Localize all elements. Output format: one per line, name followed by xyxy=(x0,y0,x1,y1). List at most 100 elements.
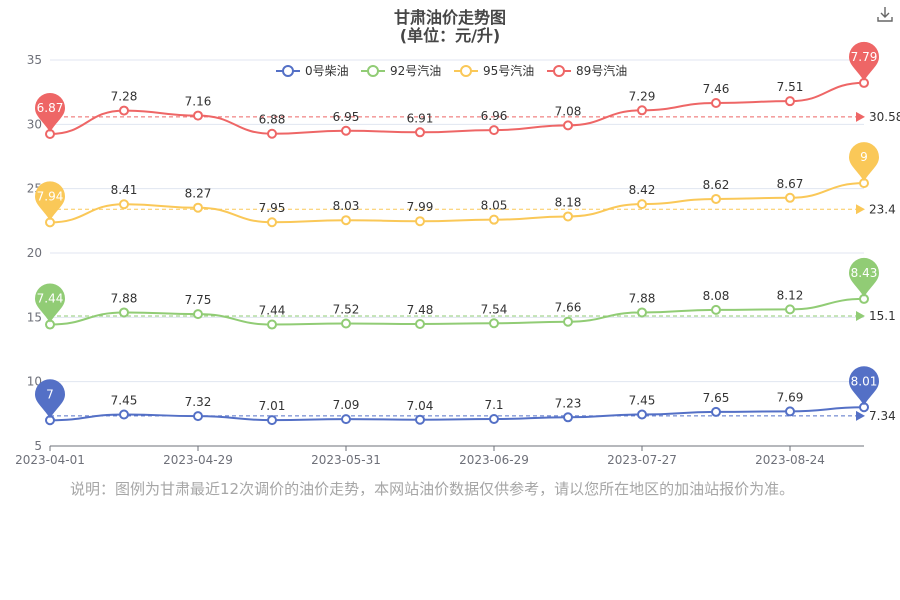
data-label: 8.41 xyxy=(111,183,138,197)
data-point[interactable] xyxy=(119,199,129,210)
data-point[interactable] xyxy=(785,96,795,107)
data-point[interactable] xyxy=(489,214,499,225)
data-point[interactable] xyxy=(563,211,573,222)
series-line xyxy=(49,182,865,224)
data-point[interactable] xyxy=(489,413,499,424)
x-tick-label: 2023-08-24 xyxy=(755,453,825,467)
data-point[interactable] xyxy=(415,319,425,330)
marker-pin: 7.94 xyxy=(35,181,65,221)
data-point[interactable] xyxy=(341,125,351,136)
marker-pin: 7.79 xyxy=(849,41,879,81)
data-point[interactable] xyxy=(563,316,573,327)
data-point[interactable] xyxy=(489,318,499,329)
marker-pin: 8.43 xyxy=(849,257,879,297)
legend-symbol xyxy=(367,65,379,77)
data-point[interactable] xyxy=(119,409,129,420)
average-arrow-icon xyxy=(856,111,865,122)
data-point[interactable] xyxy=(785,406,795,417)
data-point[interactable] xyxy=(267,415,277,426)
data-point[interactable] xyxy=(637,199,647,210)
marker-pin-shape xyxy=(849,142,879,182)
data-point[interactable] xyxy=(341,318,351,329)
legend-label: 0号柴油 xyxy=(305,64,349,78)
data-point[interactable] xyxy=(193,202,203,213)
data-point[interactable] xyxy=(119,105,129,116)
data-label: 7.69 xyxy=(777,390,804,404)
data-label: 8.27 xyxy=(185,187,212,201)
data-label: 7.16 xyxy=(185,95,212,109)
data-label: 7.65 xyxy=(703,391,730,405)
marker-pin-label: 7.79 xyxy=(851,50,878,64)
legend-label: 89号汽油 xyxy=(576,63,627,78)
legend-item[interactable]: 89号汽油 xyxy=(547,63,627,78)
y-tick-label: 35 xyxy=(27,53,42,67)
data-point[interactable] xyxy=(267,319,277,330)
y-tick-label: 15 xyxy=(27,310,42,324)
legend-item[interactable]: 0号柴油 xyxy=(276,64,349,78)
marker-pin-label: 7 xyxy=(46,387,54,401)
data-label: 7.54 xyxy=(481,302,508,316)
marker-pin: 7 xyxy=(35,379,65,419)
series-line xyxy=(49,81,865,135)
data-label: 7.1 xyxy=(484,398,503,412)
data-point[interactable] xyxy=(711,406,721,417)
data-point[interactable] xyxy=(193,110,203,121)
data-label: 6.88 xyxy=(259,113,286,127)
data-point[interactable] xyxy=(119,307,129,318)
data-point[interactable] xyxy=(341,215,351,226)
legend-label: 95号汽油 xyxy=(483,63,534,78)
marker-pin: 6.87 xyxy=(35,92,65,132)
x-tick-label: 2023-06-29 xyxy=(459,453,529,467)
data-point[interactable] xyxy=(785,304,795,315)
data-point[interactable] xyxy=(711,304,721,315)
data-point[interactable] xyxy=(711,97,721,108)
data-label: 7.44 xyxy=(259,304,286,318)
data-point[interactable] xyxy=(637,307,647,318)
data-label: 7.95 xyxy=(259,201,286,215)
data-label: 7.23 xyxy=(555,396,582,410)
data-point[interactable] xyxy=(637,409,647,420)
y-tick-label: 5 xyxy=(34,439,42,453)
data-label: 7.51 xyxy=(777,80,804,94)
data-point[interactable] xyxy=(267,217,277,228)
data-point[interactable] xyxy=(193,411,203,422)
marker-pin-label: 9 xyxy=(860,150,868,164)
download-icon[interactable] xyxy=(876,5,894,23)
data-label: 7.45 xyxy=(111,393,138,407)
marker-pin-shape xyxy=(849,366,879,406)
marker-pin-shape xyxy=(35,283,65,323)
marker-pin: 8.01 xyxy=(849,366,879,406)
series-line xyxy=(49,406,865,422)
data-point[interactable] xyxy=(267,128,277,139)
data-point[interactable] xyxy=(563,412,573,423)
data-label: 7.75 xyxy=(185,293,212,307)
data-label: 7.28 xyxy=(111,90,138,104)
data-point[interactable] xyxy=(489,125,499,136)
data-point[interactable] xyxy=(785,192,795,203)
x-tick-label: 2023-04-29 xyxy=(163,453,233,467)
data-point[interactable] xyxy=(415,414,425,425)
marker-pin-shape xyxy=(35,181,65,221)
data-label: 6.91 xyxy=(407,111,434,125)
data-label: 7.46 xyxy=(703,82,730,96)
data-point[interactable] xyxy=(341,414,351,425)
marker-pin-label: 7.94 xyxy=(37,189,64,203)
average-arrow-icon xyxy=(856,311,865,322)
marker-pin-label: 6.87 xyxy=(37,101,64,115)
data-label: 7.29 xyxy=(629,89,656,103)
data-label: 7.52 xyxy=(333,303,360,317)
data-point[interactable] xyxy=(415,127,425,138)
data-label: 7.09 xyxy=(333,398,360,412)
data-point[interactable] xyxy=(563,120,573,131)
data-label: 6.95 xyxy=(333,110,360,124)
data-label: 7.08 xyxy=(555,104,582,118)
x-tick-label: 2023-04-01 xyxy=(15,453,85,467)
data-point[interactable] xyxy=(711,193,721,204)
x-tick-label: 2023-07-27 xyxy=(607,453,677,467)
legend-item[interactable]: 92号汽油 xyxy=(361,63,441,78)
data-point[interactable] xyxy=(637,105,647,116)
chart-subtitle: (单位：元/升) xyxy=(399,26,501,45)
legend-item[interactable]: 95号汽油 xyxy=(454,63,534,78)
data-point[interactable] xyxy=(415,216,425,227)
data-point[interactable] xyxy=(193,309,203,320)
